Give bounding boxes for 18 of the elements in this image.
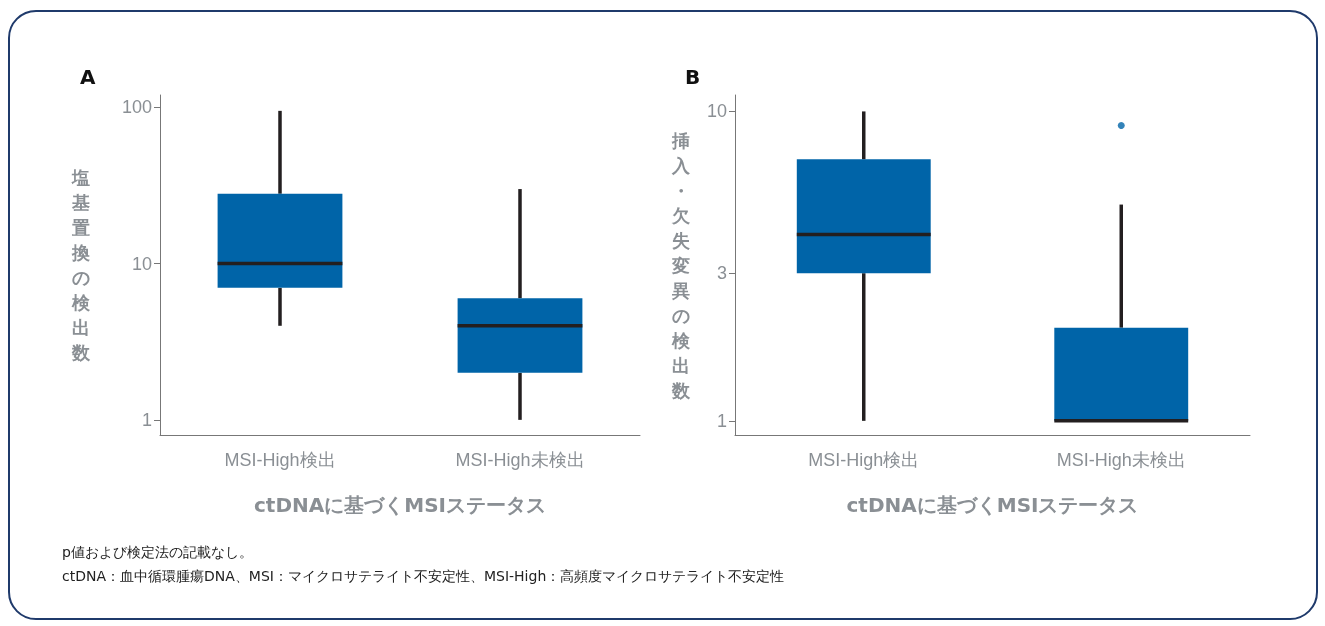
y-tick-label: 1: [716, 410, 727, 431]
x-axis-title: ctDNAに基づくMSIステータス: [254, 493, 546, 517]
text: p値および検定法の記載なし。: [62, 543, 254, 562]
y-tick-label: 100: [121, 97, 152, 118]
y-tick-label: 3: [716, 263, 727, 284]
chart-title: B: [685, 65, 701, 89]
x-tick-label: MSI-High検出: [224, 450, 336, 470]
x-tick-label: MSI-High検出: [808, 450, 920, 470]
y-tick-label: 1: [141, 409, 152, 430]
text: 挿入・欠失変異の検出数: [672, 129, 690, 401]
x-tick-label: MSI-High未検出: [1056, 450, 1186, 470]
text: ctDNA：血中循環腫瘍DNA、MSI：マイクロサテライト不安定性、MSI-High：高頻度マイクロサテライト不安定性: [62, 567, 785, 586]
y-axis-title: 塩基置換の検出数: [71, 167, 91, 363]
y-tick-label: 10: [706, 101, 727, 122]
y-tick-label: 10: [131, 253, 152, 274]
x-tick-label: MSI-High未検出: [455, 450, 585, 470]
x-axis-title: ctDNAに基づくMSIステータス: [846, 493, 1139, 517]
chart-title: A: [80, 65, 96, 89]
